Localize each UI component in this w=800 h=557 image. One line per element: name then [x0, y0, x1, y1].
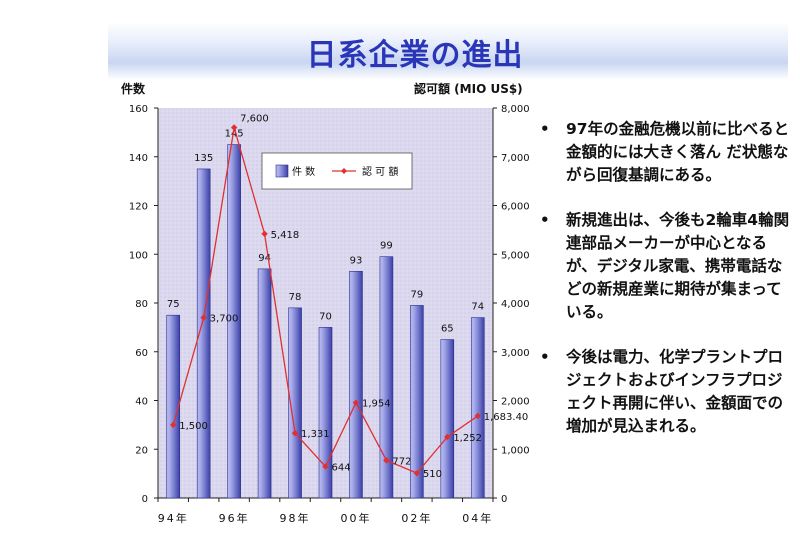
left-tick-label: 40	[135, 397, 148, 408]
bullet-icon: •	[540, 120, 550, 138]
right-axis-title: 認可額 (MIO US$)	[414, 82, 523, 96]
left-tick-label: 160	[129, 104, 148, 115]
bullet-icon: •	[540, 211, 550, 229]
x-tick-label: 96年	[219, 511, 250, 525]
line-data-label: 1,252	[453, 433, 482, 444]
left-tick-label: 120	[129, 202, 148, 213]
bar	[379, 256, 394, 499]
bar	[410, 305, 424, 499]
bullet-item: • 新規進出は、今後も2輪車4輪関連部品メーカーが中心となるが、デジタル家電、携…	[540, 209, 790, 324]
line-point-marker	[413, 469, 421, 477]
line-point-marker	[291, 429, 299, 437]
left-tick-label: 140	[129, 153, 148, 164]
bar	[318, 327, 333, 499]
bullet-list: • 97年の金融危機以前に比べると金額的には大きく落ん だ状態ながら回復基調にあ…	[540, 118, 790, 460]
right-tick-label: 7,000	[501, 153, 530, 164]
line-data-label: 772	[392, 456, 411, 467]
left-tick-label: 80	[135, 299, 148, 310]
bar	[470, 317, 485, 499]
line-data-label: 1,500	[179, 421, 208, 432]
right-tick-label: 5,000	[501, 250, 530, 261]
right-tick-label: 2,000	[501, 397, 530, 408]
bullet-item: • 97年の金融危機以前に比べると金額的には大きく落ん だ状態ながら回復基調にあ…	[540, 118, 790, 187]
right-tick-label: 6,000	[501, 202, 530, 213]
x-tick-label: 98年	[280, 511, 311, 525]
right-tick-label: 3,000	[501, 348, 530, 359]
bar-data-label: 70	[319, 311, 332, 322]
bar	[166, 314, 181, 499]
bar	[349, 271, 363, 499]
bullet-text: 97年の金融危機以前に比べると金額的には大きく落ん だ状態ながら回復基調にある。	[566, 120, 790, 184]
left-tick-label: 100	[129, 250, 148, 261]
line-point-marker	[170, 421, 177, 429]
bar-data-label: 93	[350, 255, 363, 266]
line-data-label: 3,700	[210, 314, 239, 325]
bullet-item: • 今後は電力、化学プラントプロジェクトおよびインフラプロジェクト再開に伴い、金…	[540, 346, 790, 438]
bar-data-label: 65	[441, 324, 454, 335]
bar	[227, 144, 241, 499]
legend-bar-label: 件 数	[292, 165, 315, 178]
x-tick-label: 02年	[401, 511, 432, 525]
bar	[196, 168, 211, 499]
bar-data-label: 79	[410, 289, 423, 300]
line-point-marker	[322, 463, 329, 470]
line-data-label: 510	[423, 469, 442, 480]
right-tick-label: 1,000	[501, 445, 530, 456]
bar-data-label: 145	[225, 129, 244, 140]
right-tick-label: 4,000	[501, 299, 530, 310]
x-tick-label: 04年	[462, 511, 493, 525]
title-band	[108, 22, 788, 80]
bar-data-label: 99	[380, 241, 393, 252]
line-point-marker	[474, 412, 481, 420]
left-tick-label: 0	[142, 494, 148, 505]
right-tick-label: 0	[501, 494, 507, 505]
bar	[288, 307, 302, 499]
line-data-label: 5,418	[271, 230, 300, 241]
bar-data-label: 78	[289, 292, 302, 303]
bar	[440, 339, 455, 499]
bar-data-label: 135	[194, 153, 213, 164]
line-point-marker	[200, 314, 207, 321]
legend-line-label: 認 可 額	[362, 165, 398, 178]
bar-data-label: 75	[167, 299, 180, 310]
line-point-marker	[444, 433, 451, 441]
line-data-label: 7,600	[240, 114, 269, 125]
legend-bar-swatch	[275, 164, 289, 178]
line-data-label: 1,683.40	[484, 412, 529, 423]
x-tick-label: 94年	[158, 511, 189, 525]
left-tick-label: 20	[135, 445, 148, 456]
left-axis-title: 件数	[121, 82, 146, 96]
line-point-marker	[383, 457, 390, 464]
bar	[257, 268, 272, 499]
line-point-marker	[230, 124, 238, 131]
right-tick-label: 8,000	[501, 104, 530, 115]
line-data-label: 1,331	[301, 429, 330, 440]
line-data-label: 1,954	[362, 399, 391, 410]
bar-data-label: 74	[471, 302, 484, 313]
line-point-marker	[261, 230, 268, 238]
x-tick-label: 00年	[340, 511, 371, 525]
slide-title: 日系企業の進出	[306, 38, 524, 73]
left-tick-label: 60	[135, 348, 148, 359]
legend-line-marker	[341, 168, 347, 174]
bullet-text: 今後は電力、化学プラントプロジェクトおよびインフラプロジェクト再開に伴い、金額面…	[566, 348, 784, 435]
bullet-icon: •	[540, 348, 550, 366]
bullet-text: 新規進出は、今後も2輪車4輪関連部品メーカーが中心となるが、デジタル家電、携帯電…	[566, 211, 790, 321]
bar-data-label: 94	[258, 253, 271, 264]
line-point-marker	[352, 399, 360, 406]
line-data-label: 644	[332, 463, 351, 474]
